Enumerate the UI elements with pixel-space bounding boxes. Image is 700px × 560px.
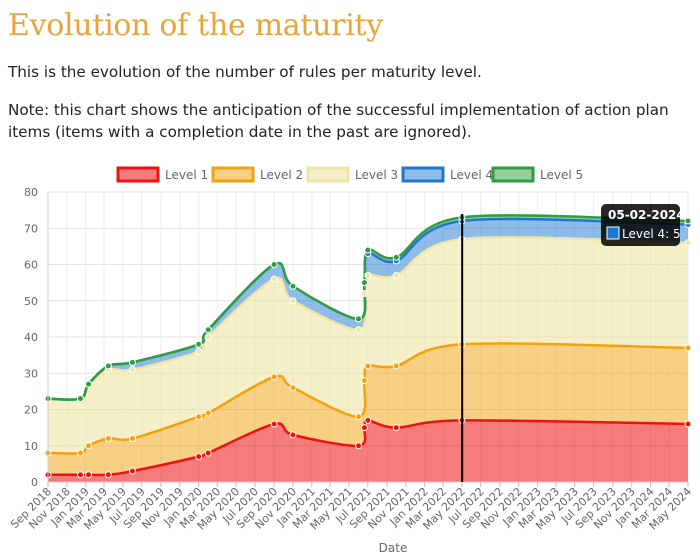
- y-tick-label: 80: [24, 186, 38, 199]
- data-point: [104, 471, 112, 479]
- data-point: [128, 366, 136, 374]
- data-point: [104, 362, 112, 370]
- data-point: [364, 271, 372, 279]
- data-point: [684, 239, 692, 247]
- data-point: [76, 395, 84, 403]
- y-tick-label: 60: [24, 259, 38, 272]
- legend-swatch: [211, 166, 255, 183]
- data-point: [195, 413, 203, 421]
- tooltip-box: [601, 204, 680, 246]
- data-point: [128, 435, 136, 442]
- y-tick-label: 0: [31, 476, 38, 489]
- maturity-area-chart[interactable]: Level 1 Level 2 Level 3 Level 4 Level 5 0 10 2…: [0, 160, 700, 560]
- legend-swatch: [401, 166, 445, 183]
- data-point: [270, 261, 278, 268]
- legend-label: Level 2: [260, 168, 303, 182]
- data-point: [289, 384, 297, 392]
- chart-legend: Level 1 Level 2 Level 3 Level 4 Level 5: [116, 166, 583, 183]
- data-point: [364, 416, 372, 424]
- data-point: [392, 424, 400, 432]
- page-title: Evolution of the maturity: [8, 8, 383, 43]
- chart-points: [44, 213, 692, 479]
- data-point: [85, 442, 93, 450]
- data-point: [684, 217, 692, 225]
- data-point: [195, 453, 203, 461]
- data-point: [360, 377, 368, 384]
- data-point: [270, 373, 278, 381]
- data-point: [104, 435, 112, 442]
- y-tick-label: 30: [24, 367, 38, 380]
- x-axis-title: Date: [379, 541, 408, 555]
- y-tick-label: 10: [24, 440, 38, 453]
- data-point: [355, 315, 363, 323]
- chart-overlay: 05-02-2024 Level 4: 5: [461, 204, 685, 482]
- legend-swatch: [306, 166, 350, 183]
- legend-item[interactable]: Level 2: [211, 166, 303, 183]
- data-point: [364, 362, 372, 370]
- area-level-1: [48, 420, 688, 482]
- data-point: [684, 420, 692, 428]
- data-point: [392, 271, 400, 279]
- data-point: [195, 348, 203, 355]
- y-tick-label: 20: [24, 404, 38, 417]
- note-paragraph: Note: this chart shows the anticipation …: [8, 101, 669, 141]
- line-level-3: [47, 236, 689, 401]
- data-point: [684, 344, 692, 352]
- data-point: [289, 282, 297, 290]
- data-point: [128, 358, 136, 366]
- data-point: [289, 297, 297, 305]
- y-tick-label: 70: [24, 222, 38, 235]
- data-point: [270, 275, 278, 283]
- line-level-1: [47, 419, 689, 477]
- data-point: [204, 449, 212, 457]
- legend-item[interactable]: Level 4: [401, 166, 493, 183]
- data-point: [360, 290, 368, 297]
- data-point: [128, 467, 136, 475]
- data-point: [355, 413, 363, 421]
- data-point: [289, 431, 297, 439]
- data-point: [392, 362, 400, 370]
- legend-item[interactable]: Level 5: [491, 166, 583, 183]
- legend-swatch: [116, 166, 160, 183]
- tooltip-swatch: [606, 226, 620, 240]
- data-point: [204, 326, 212, 334]
- data-point: [392, 253, 400, 261]
- tooltip-label: Level 4: 5: [622, 227, 681, 241]
- data-point: [355, 442, 363, 450]
- tooltip-title: 05-02-2024: [608, 208, 685, 222]
- y-tick-label: 40: [24, 331, 38, 344]
- data-point: [204, 409, 212, 417]
- legend-label: Level 4: [450, 168, 493, 182]
- data-point: [364, 246, 372, 254]
- description-paragraph: This is the evolution of the number of r…: [8, 63, 482, 81]
- data-point: [204, 333, 212, 341]
- data-point: [195, 340, 203, 348]
- data-point: [360, 279, 368, 287]
- area-level-3: [48, 237, 688, 454]
- data-point: [85, 471, 93, 479]
- line-level-5: [47, 214, 689, 401]
- legend-label: Level 1: [165, 168, 208, 182]
- data-point: [85, 380, 93, 388]
- data-point: [76, 449, 84, 457]
- data-point: [360, 424, 368, 432]
- legend-label: Level 3: [355, 168, 398, 182]
- data-point: [355, 326, 363, 334]
- data-point: [270, 420, 278, 428]
- legend-label: Level 5: [540, 168, 583, 182]
- legend-item[interactable]: Level 3: [306, 166, 398, 183]
- legend-swatch: [491, 166, 535, 183]
- area-level-2: [48, 343, 688, 476]
- tooltip: 05-02-2024 Level 4: 5: [601, 204, 685, 246]
- legend-item[interactable]: Level 1: [116, 166, 208, 183]
- data-point: [76, 471, 84, 479]
- y-tick-label: 50: [24, 295, 38, 308]
- line-level-2: [47, 342, 689, 455]
